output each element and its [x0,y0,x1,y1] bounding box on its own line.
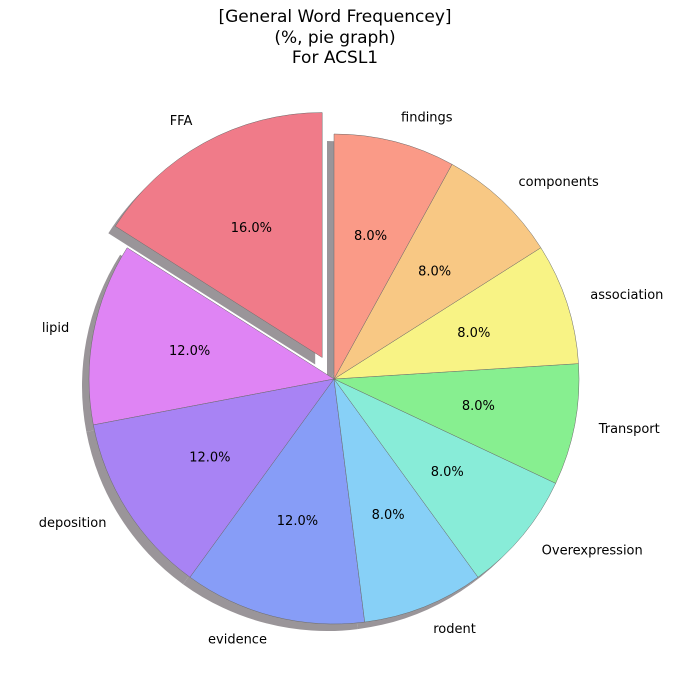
percent-label-components: 8.0% [418,264,451,279]
slice-evidence [189,378,365,625]
slice-ffa [114,112,323,358]
percent-label-transport: 8.0% [462,399,495,414]
category-label-evidence: evidence [208,633,267,648]
title-line-2: (%, pie graph) [274,28,395,48]
slice-overexpression [333,378,557,578]
category-label-rodent: rodent [433,622,476,637]
slice-deposition [93,378,335,578]
category-label-components: components [518,175,599,190]
category-label-ffa: FFA [170,114,193,129]
chart-title: [General Word Frequencey] (%, pie graph)… [218,7,451,68]
slice-transport [333,363,580,484]
percent-label-findings: 8.0% [354,229,387,244]
percent-label-rodent: 8.0% [372,508,405,523]
pie-slices [88,112,580,625]
percent-label-overexpression: 8.0% [431,465,464,480]
percent-label-lipid: 12.0% [169,344,210,359]
category-label-association: association [590,288,663,303]
category-label-overexpression: Overexpression [542,543,643,558]
slice-lipid [88,247,335,426]
category-label-deposition: deposition [39,516,107,531]
percent-label-deposition: 12.0% [189,450,230,465]
percent-label-association: 8.0% [457,326,490,341]
category-label-findings: findings [401,110,453,125]
title-line-3: For ACSL1 [292,48,378,68]
category-label-transport: Transport [598,422,660,437]
title-line-1: [General Word Frequencey] [218,7,451,27]
pie-labels: FFA 16.0% lipid 12.0% deposition 12.0% evidenc… [39,110,664,647]
slice-components [333,163,542,380]
category-label-lipid: lipid [42,321,69,336]
percent-label-evidence: 12.0% [277,514,318,529]
percent-label-ffa: 16.0% [231,221,272,236]
slice-findings [333,133,453,380]
slice-association [333,247,579,380]
slice-rodent [333,378,479,623]
